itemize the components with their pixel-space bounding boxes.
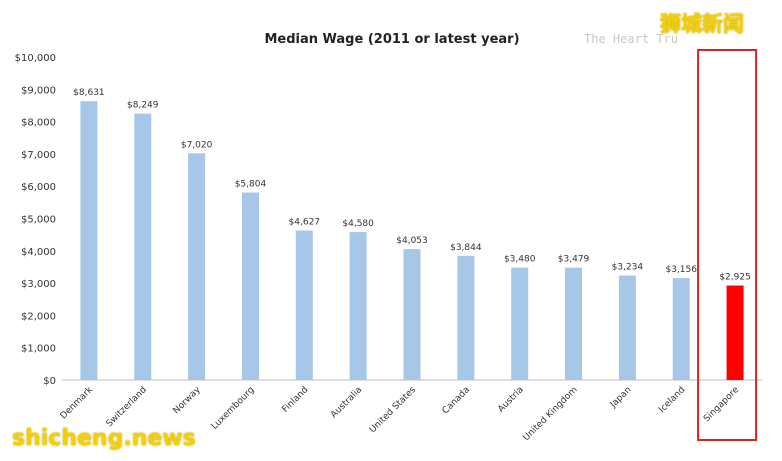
bar-iceland bbox=[672, 278, 690, 380]
bar-series bbox=[80, 101, 744, 381]
x-tick-label: Canada bbox=[441, 385, 472, 416]
y-tick-label: $1,000 bbox=[21, 344, 56, 355]
y-tick-label: $7,000 bbox=[21, 150, 56, 161]
y-tick-label: $9,000 bbox=[21, 85, 56, 96]
y-axis: $0 $1,000 $2,000 $3,000 $4,000 $5,000 $6,000 $7… bbox=[15, 53, 56, 387]
watermark-cn: 狮城新闻 bbox=[660, 12, 744, 36]
data-label: $3,480 bbox=[504, 255, 536, 265]
bar-finland bbox=[295, 230, 313, 380]
x-tick-label: Finland bbox=[281, 385, 311, 415]
y-tick-label: $10,000 bbox=[15, 53, 56, 64]
data-label: $8,631 bbox=[73, 88, 105, 98]
y-tick-label: $8,000 bbox=[21, 118, 56, 129]
bar-austria bbox=[511, 267, 529, 380]
x-tick-label: Australia bbox=[329, 385, 364, 420]
watermark-en: shicheng.news bbox=[12, 426, 196, 451]
bar-australia bbox=[349, 232, 367, 380]
x-tick-label: Luxembourg bbox=[210, 385, 257, 432]
bar-singapore bbox=[726, 285, 744, 380]
bar-norway bbox=[188, 153, 206, 380]
bar-united-kingdom bbox=[565, 267, 583, 380]
x-tick-label: Japan bbox=[608, 385, 634, 411]
data-label: $3,156 bbox=[665, 265, 697, 275]
bar-luxembourg bbox=[241, 192, 259, 380]
x-tick-label: Singapore bbox=[702, 385, 742, 425]
x-tick-label: Norway bbox=[172, 385, 204, 417]
chart-title: Median Wage (2011 or latest year) bbox=[264, 32, 519, 47]
bar-japan bbox=[618, 275, 636, 380]
x-tick-label: Iceland bbox=[657, 385, 687, 415]
data-label: $8,249 bbox=[127, 101, 159, 111]
data-labels: $8,631 $8,249 $7,020 $5,804 $4,627 $4,580 $4,0… bbox=[73, 88, 751, 282]
bar-switzerland bbox=[134, 113, 152, 380]
bar-united-states bbox=[403, 249, 421, 380]
y-tick-label: $0 bbox=[43, 376, 56, 387]
y-tick-label: $6,000 bbox=[21, 182, 56, 193]
y-tick-label: $2,000 bbox=[21, 311, 56, 322]
y-tick-label: $4,000 bbox=[21, 247, 56, 258]
data-label: $4,580 bbox=[342, 219, 374, 229]
y-tick-label: $5,000 bbox=[21, 215, 56, 226]
x-tick-label: United Kingdom bbox=[522, 385, 580, 443]
x-tick-label: Austria bbox=[496, 385, 526, 415]
source-text: The Heart Tru bbox=[584, 32, 678, 46]
bar-denmark bbox=[80, 101, 98, 381]
highlight-box bbox=[697, 49, 758, 441]
x-tick-label: Denmark bbox=[59, 384, 96, 421]
data-label: $3,479 bbox=[558, 255, 590, 265]
bar-canada bbox=[457, 255, 475, 380]
data-label: $2,925 bbox=[719, 273, 751, 283]
x-tick-label: United States bbox=[368, 385, 418, 435]
y-tick-label: $3,000 bbox=[21, 279, 56, 290]
data-label: $7,020 bbox=[181, 140, 213, 150]
data-label: $4,053 bbox=[396, 236, 428, 246]
data-label: $3,844 bbox=[450, 243, 482, 253]
x-tick-label: Switzerland bbox=[105, 385, 149, 429]
data-label: $4,627 bbox=[289, 218, 321, 228]
data-label: $3,234 bbox=[612, 263, 644, 273]
data-label: $5,804 bbox=[235, 180, 267, 190]
